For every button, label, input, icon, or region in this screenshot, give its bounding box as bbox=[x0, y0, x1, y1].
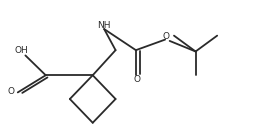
Text: O: O bbox=[8, 87, 15, 96]
Text: O: O bbox=[134, 75, 141, 84]
Text: OH: OH bbox=[15, 46, 28, 55]
Text: NH: NH bbox=[97, 21, 111, 30]
Text: O: O bbox=[163, 32, 170, 41]
